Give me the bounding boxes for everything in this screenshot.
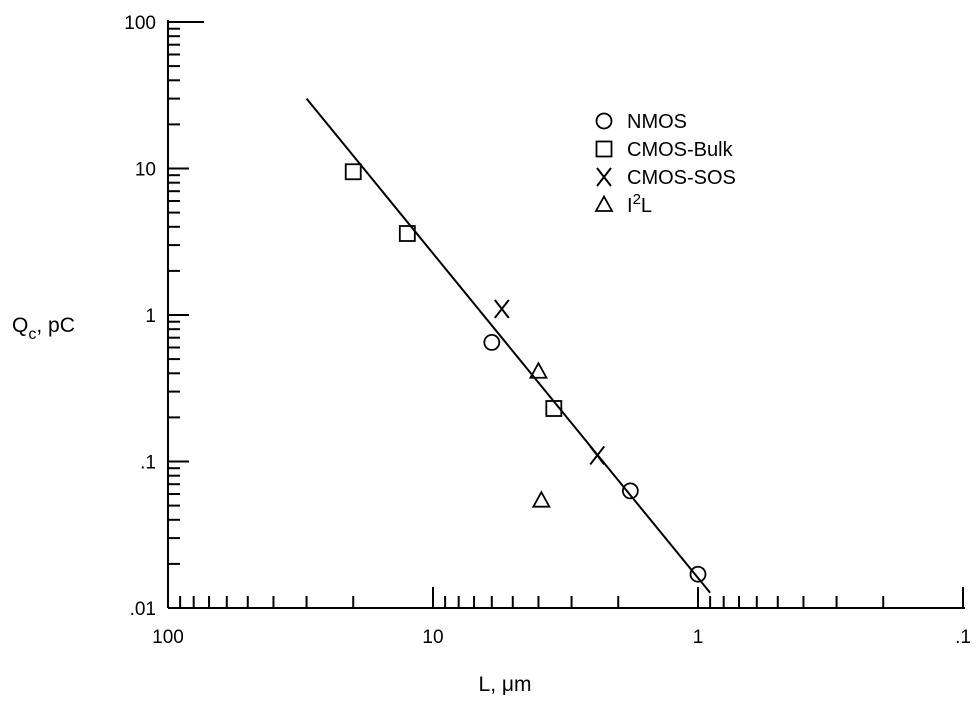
x-axis-title: L, μm — [479, 673, 532, 696]
x-stroke — [494, 299, 510, 319]
legend-label-part: I — [627, 195, 633, 217]
fit-line — [305, 97, 711, 594]
x-stroke — [589, 445, 606, 466]
y-tick-label: .01 — [130, 599, 156, 620]
ticks — [167, 21, 964, 609]
y-axis-title-rest: , pC — [36, 314, 75, 337]
x-axis-title-mu: μ — [502, 673, 514, 696]
legend-label: CMOS-Bulk — [627, 139, 734, 161]
y-axis-title-subscript: c — [28, 326, 36, 343]
legend-label: I2L — [627, 191, 652, 217]
legend-marker-triangle — [594, 194, 614, 212]
legend-label-superscript: 2 — [633, 191, 641, 208]
point-triangle — [531, 490, 551, 508]
x-axis-title-part-3: m — [514, 673, 532, 696]
legend-label-part: L — [641, 195, 652, 217]
y-tick-label: 10 — [135, 160, 156, 181]
point-circle — [483, 334, 501, 351]
point-triangle — [528, 361, 548, 379]
x-stroke — [596, 167, 612, 187]
x-tick-label: 10 — [422, 627, 443, 648]
tick-labels: 100 10 1 .1 100 10 1 .1 .01 — [124, 13, 971, 648]
point-circle — [689, 565, 707, 583]
y-axis-title: Qc, pC — [12, 314, 75, 343]
y-axis-title-q: Q — [12, 314, 28, 337]
x-tick-label: 1 — [693, 627, 704, 648]
point-square — [545, 400, 563, 417]
data-points — [344, 163, 707, 583]
x-tick-label: .1 — [955, 627, 971, 648]
point-square — [344, 163, 362, 181]
x-axis-title-part-1: L, — [479, 673, 502, 696]
y-tick-label: 100 — [124, 13, 156, 34]
legend-label: CMOS-SOS — [627, 167, 736, 189]
point-circle — [621, 482, 639, 500]
fit-line-group — [305, 97, 711, 594]
y-tick-label: 1 — [145, 306, 156, 327]
legend-marker-x — [596, 167, 612, 187]
legend-marker-square — [595, 140, 613, 158]
y-tick-label: .1 — [140, 453, 156, 474]
point-x — [589, 445, 606, 466]
axes — [167, 20, 965, 609]
point-square — [398, 225, 416, 242]
legend-label: NMOS — [627, 111, 687, 133]
legend-marker-circle — [595, 112, 613, 130]
point-x — [494, 299, 510, 319]
x-tick-label: 100 — [152, 627, 184, 648]
